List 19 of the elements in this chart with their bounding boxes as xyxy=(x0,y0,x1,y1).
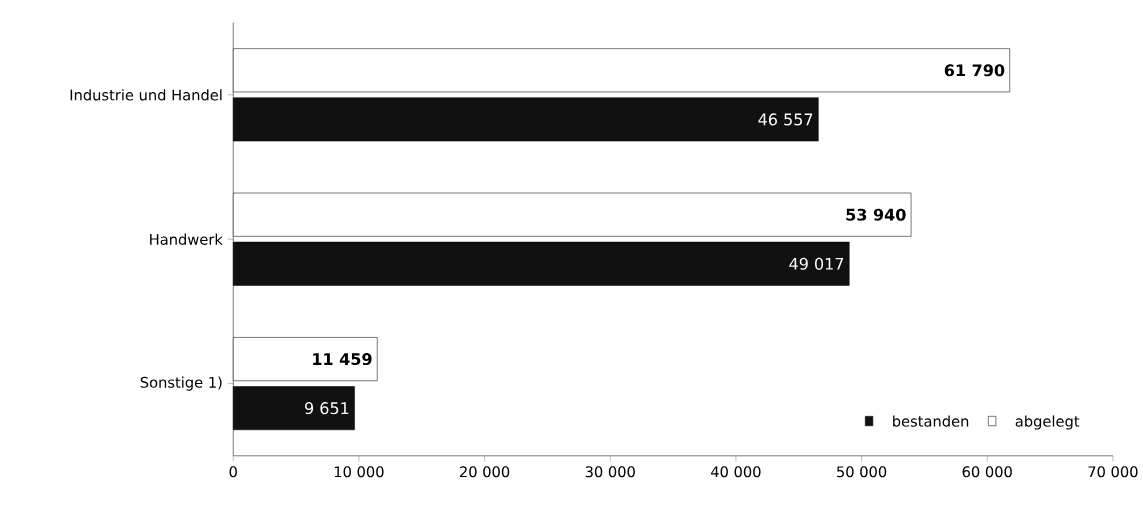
x-tick-label: 70 000 xyxy=(1088,466,1138,478)
x-tick-label: 50 000 xyxy=(837,466,887,478)
x-tick-label: 60 000 xyxy=(962,466,1012,478)
data-label: 61 790 xyxy=(944,64,1005,77)
x-tick-label: 20 000 xyxy=(460,466,510,478)
data-label: 49 017 xyxy=(789,257,844,270)
legend-label: abgelegt xyxy=(1015,415,1080,430)
x-tick-label: 40 000 xyxy=(710,466,761,478)
data-label: 46 557 xyxy=(758,113,813,126)
data-label: 9 651 xyxy=(305,402,349,415)
y-tick-label: Sonstige 1) xyxy=(140,376,222,391)
legend-label: bestanden xyxy=(893,415,969,427)
y-tick-label: Handwerk xyxy=(150,233,223,245)
data-label: 53 940 xyxy=(846,208,906,221)
y-tick-label: Industrie und Handel xyxy=(70,89,222,101)
x-tick-label: 10 000 xyxy=(334,466,384,478)
data-label: 11 459 xyxy=(313,352,372,366)
x-tick-label: 30 000 xyxy=(585,466,635,478)
x-tick-label: 0 xyxy=(229,466,237,478)
